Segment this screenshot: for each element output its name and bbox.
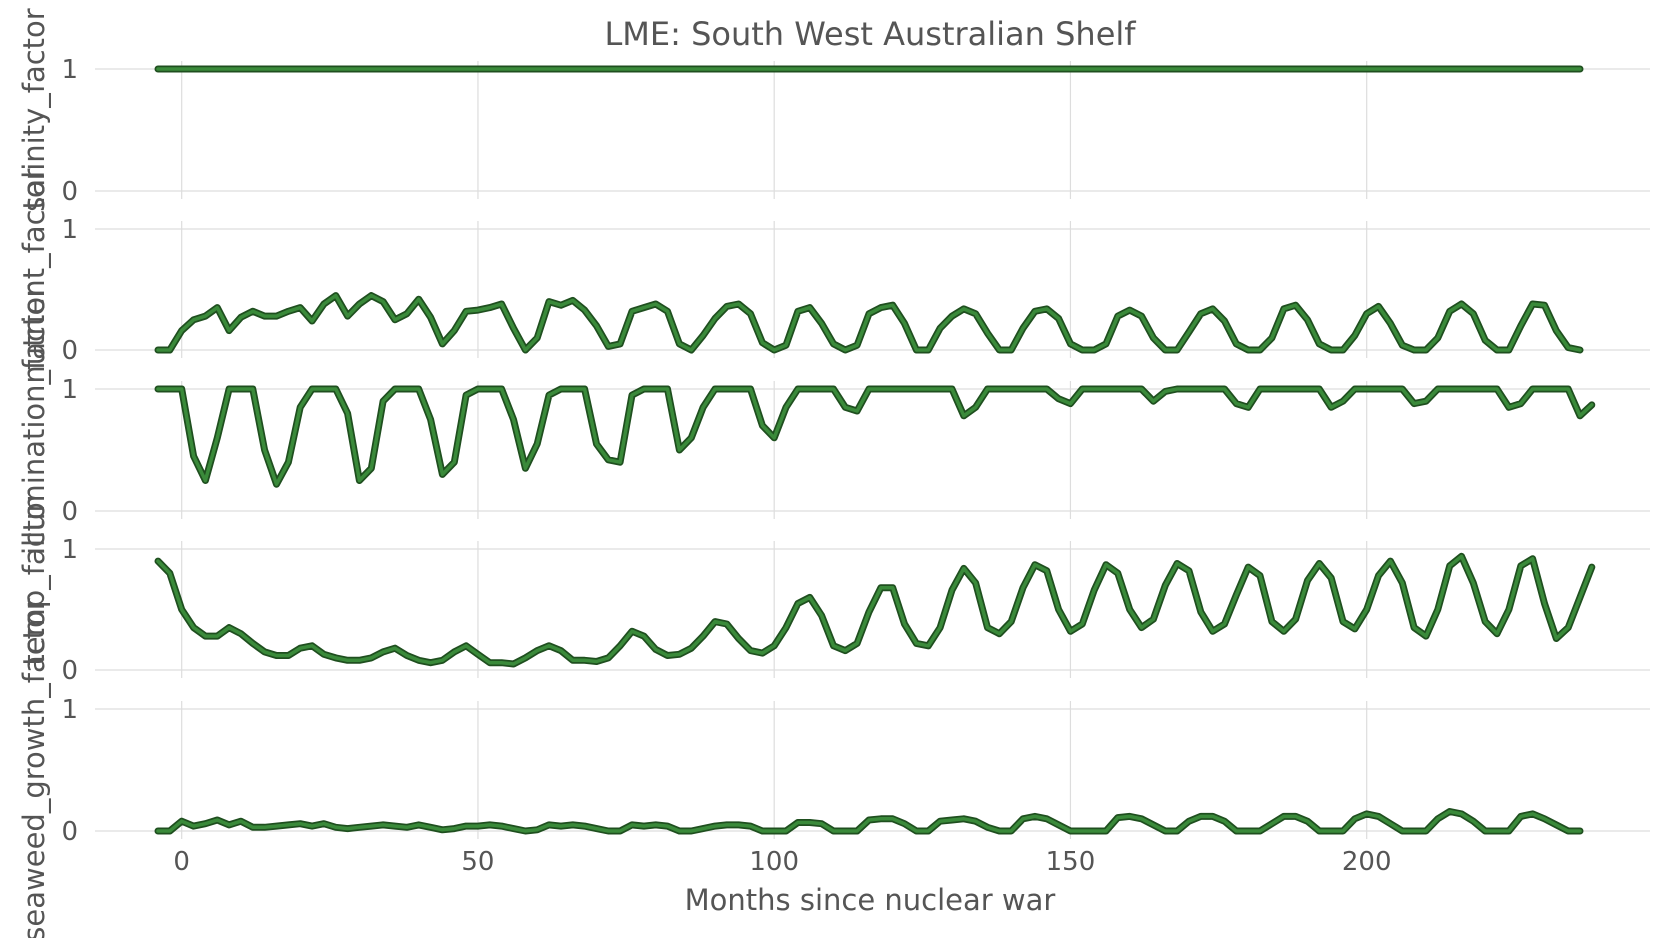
y-tick-label: 0 <box>61 177 78 207</box>
y-axis-label: temp_factor <box>17 490 51 665</box>
panels: 0 1 salinity_factor 0 1 nutrient_factor 0 1 illu… <box>17 8 1650 938</box>
series-line-outline <box>154 552 1596 668</box>
y-axis-label: illumination_factor <box>17 285 51 555</box>
x-tick-label: 0 <box>173 847 190 877</box>
series-line <box>156 554 1594 666</box>
x-tick-label: 150 <box>1046 847 1096 877</box>
y-tick-label: 1 <box>61 375 78 405</box>
y-tick-label: 0 <box>61 817 78 847</box>
panel-2: 0 1 nutrient_factor <box>17 168 1650 384</box>
y-tick-label: 0 <box>61 497 78 527</box>
y-tick-label: 1 <box>61 215 78 245</box>
x-axis-label: Months since nuclear war <box>685 883 1056 917</box>
x-tick-label: 50 <box>461 847 494 877</box>
y-tick-label: 0 <box>61 336 78 366</box>
y-tick-label: 1 <box>61 695 78 725</box>
panel-4: 0 1 temp_factor <box>17 490 1650 686</box>
series-line-outline <box>154 385 1596 488</box>
x-tick-label: 200 <box>1342 847 1392 877</box>
y-tick-label: 1 <box>61 535 78 565</box>
y-axis-label: seaweed_growth_factor <box>17 598 51 938</box>
y-tick-label: 0 <box>61 656 78 686</box>
panel-1: 0 1 salinity_factor <box>17 8 1650 212</box>
panel-3: 0 1 illumination_factor <box>17 285 1650 555</box>
series-line <box>156 809 1582 833</box>
y-axis-label: salinity_factor <box>17 8 51 212</box>
panel-5: 0 1 seaweed_growth_factor <box>17 598 1650 938</box>
series-line <box>156 293 1582 352</box>
y-axis-label: nutrient_factor <box>17 168 51 383</box>
x-tick-label: 100 <box>749 847 799 877</box>
series-line <box>156 387 1594 486</box>
chart-title: LME: South West Australian Shelf <box>604 15 1136 53</box>
y-tick-label: 1 <box>61 55 78 85</box>
